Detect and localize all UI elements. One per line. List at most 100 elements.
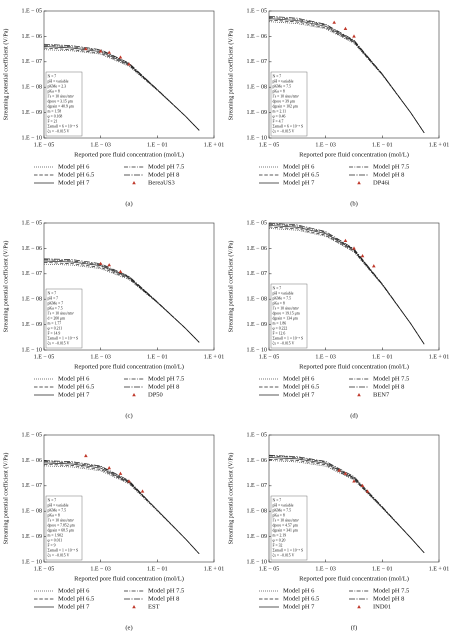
inset-text: pH = variable: [48, 79, 69, 83]
x-tick-label: 1.E − 03: [90, 354, 111, 360]
model-curve: [43, 463, 200, 555]
panel: 1.E − 05 1.E − 06 1.E − 07 1.E − 08 1.E − 09…: [2, 220, 224, 419]
inset-text: φ = 0.46: [273, 114, 286, 118]
panel: 1.E − 05 1.E − 06 1.E − 07 1.E − 08 1.E − 09…: [227, 8, 449, 207]
inset-text: Σsmall = 1 × 10⁻⁹ S: [48, 548, 79, 552]
legend-label: Model pH 6: [58, 375, 90, 382]
inset-text: m = 1.86: [273, 321, 287, 325]
x-tick-label: 1.E − 03: [90, 142, 111, 148]
inset-text: ζx = −0.015 V: [48, 340, 70, 345]
legend-label: Model pH 7.5: [148, 375, 184, 382]
sample-point: [337, 468, 341, 472]
y-tick-label: 1.E − 07: [246, 483, 267, 489]
x-tick-label: 1.E − 01: [372, 142, 393, 148]
panel-caption: (b): [350, 200, 358, 207]
inset-box: [270, 495, 308, 561]
inset-text: dgrain = 134 μm: [273, 316, 298, 320]
x-tick-label: 1.E + 01: [204, 566, 225, 572]
y-axis-title: Streaming potential coefficient (V/Pa): [227, 29, 234, 121]
legend-label: Model pH 7: [283, 603, 315, 610]
inset-text: F = 12.6: [273, 331, 286, 335]
y-tick-label: 1.E − 06: [246, 34, 267, 40]
y-tick-label: 1.E − 08: [246, 85, 267, 91]
inset-text: φ = 0.222: [273, 326, 288, 330]
legend-label: Model pH 6.5: [58, 383, 94, 390]
model-curve: [268, 19, 425, 134]
inset-text: Σsmall = 6 × 10⁻⁹ S: [273, 124, 304, 128]
legend-label: Model pH 6.5: [58, 595, 94, 602]
y-tick-label: 1.E − 09: [246, 110, 267, 116]
legend-swatch: [132, 393, 136, 397]
panel-caption: (d): [350, 412, 358, 419]
y-tick-label: 1.E − 10: [21, 347, 42, 353]
panel: 1.E − 05 1.E − 06 1.E − 07 1.E − 08 1.E − 09…: [2, 432, 224, 631]
model-curve: [268, 15, 425, 134]
inset-text: pKa = 8: [273, 513, 285, 517]
y-tick-label: 1.E − 05: [21, 432, 42, 438]
sample-point: [84, 46, 88, 51]
inset-text: pKMe = 2.3: [48, 84, 67, 88]
legend-label: Model pH 6: [283, 163, 315, 170]
y-tick-label: 1.E − 06: [246, 246, 267, 252]
inset-box: [45, 495, 83, 561]
x-axis-title: Reported pore fluid concentration (mol/L…: [74, 151, 184, 158]
legend-label: Model pH 7: [58, 391, 90, 398]
y-tick-label: 1.E − 07: [246, 59, 267, 65]
inset-text: m = 2.19: [273, 533, 287, 537]
inset-text: dgrain = 102 μm: [273, 104, 298, 108]
x-tick-label: 1.E − 03: [315, 142, 336, 148]
model-curve: [43, 44, 200, 131]
x-tick-label: 1.E − 03: [315, 354, 336, 360]
sample-point: [107, 50, 111, 54]
legend-label: Model pH 6.5: [283, 171, 319, 178]
legend-label: Model pH 8: [373, 595, 404, 602]
inset-text: Σsmall = 6 × 10⁻⁹ S: [48, 124, 79, 128]
x-tick-label: 1.E − 01: [147, 354, 168, 360]
x-tick-label: 1.E − 05: [34, 142, 55, 148]
x-axis-title: Reported pore fluid concentration (mol/L…: [299, 575, 409, 582]
sample-point: [98, 49, 103, 53]
legend-label: IND01: [373, 603, 391, 610]
x-tick-label: 1.E − 03: [315, 566, 336, 572]
y-tick-label: 1.E − 06: [21, 458, 42, 464]
sample-point: [343, 238, 348, 242]
model-curve: [43, 465, 200, 555]
legend-label: Model pH 6.5: [283, 595, 319, 602]
inset-text: F = 4.7: [273, 119, 284, 123]
legend-label: Model pH 7: [58, 179, 90, 186]
inset-text: N = 7: [273, 498, 282, 502]
sample-point: [118, 55, 123, 59]
inset-text: ζx = −0.015 V: [273, 552, 295, 557]
y-tick-label: 1.E − 09: [21, 110, 42, 116]
sample-point: [118, 471, 123, 475]
inset-text: N = 7: [273, 74, 282, 78]
inset-text: d = 200 μm: [48, 316, 66, 320]
inset-text: Σsmall = 1 × 10⁻⁹ S: [48, 336, 79, 340]
panel: 1.E − 05 1.E − 06 1.E − 07 1.E − 08 1.E − 09…: [2, 8, 224, 207]
inset-text: m = 1.58: [48, 109, 62, 113]
x-tick-label: 1.E − 05: [34, 354, 55, 360]
panel-caption: (c): [125, 412, 132, 419]
inset-text: Σsmall = 1 × 10⁻⁹ S: [273, 336, 304, 340]
sample-point: [107, 466, 111, 470]
inset-text: N = 7: [48, 74, 57, 78]
legend-label: Model pH 6: [58, 587, 90, 594]
x-tick-label: 1.E + 01: [204, 354, 225, 360]
sample-point: [84, 453, 88, 458]
y-tick-label: 1.E − 05: [21, 8, 42, 14]
inset-text: m = 1.77: [48, 321, 62, 325]
inset-text: pH = 7: [48, 296, 59, 300]
plot-frame: [268, 10, 440, 139]
panel: 1.E − 05 1.E − 06 1.E − 07 1.E − 08 1.E − 09…: [227, 432, 449, 631]
sample-point: [352, 246, 356, 250]
inset-text: ζx = −0.015 V: [48, 552, 70, 557]
y-tick-label: 1.E − 10: [246, 347, 267, 353]
y-tick-label: 1.E − 07: [21, 483, 42, 489]
inset-text: pKa = 7.5: [48, 306, 63, 310]
inset-text: pKa = 8: [48, 513, 60, 517]
x-tick-label: 1.E + 01: [429, 142, 449, 148]
inset-text: dpore = 4.57 μm: [273, 523, 298, 527]
inset-text: pKMe = 7.5: [48, 508, 67, 512]
x-tick-label: 1.E + 01: [204, 142, 225, 148]
